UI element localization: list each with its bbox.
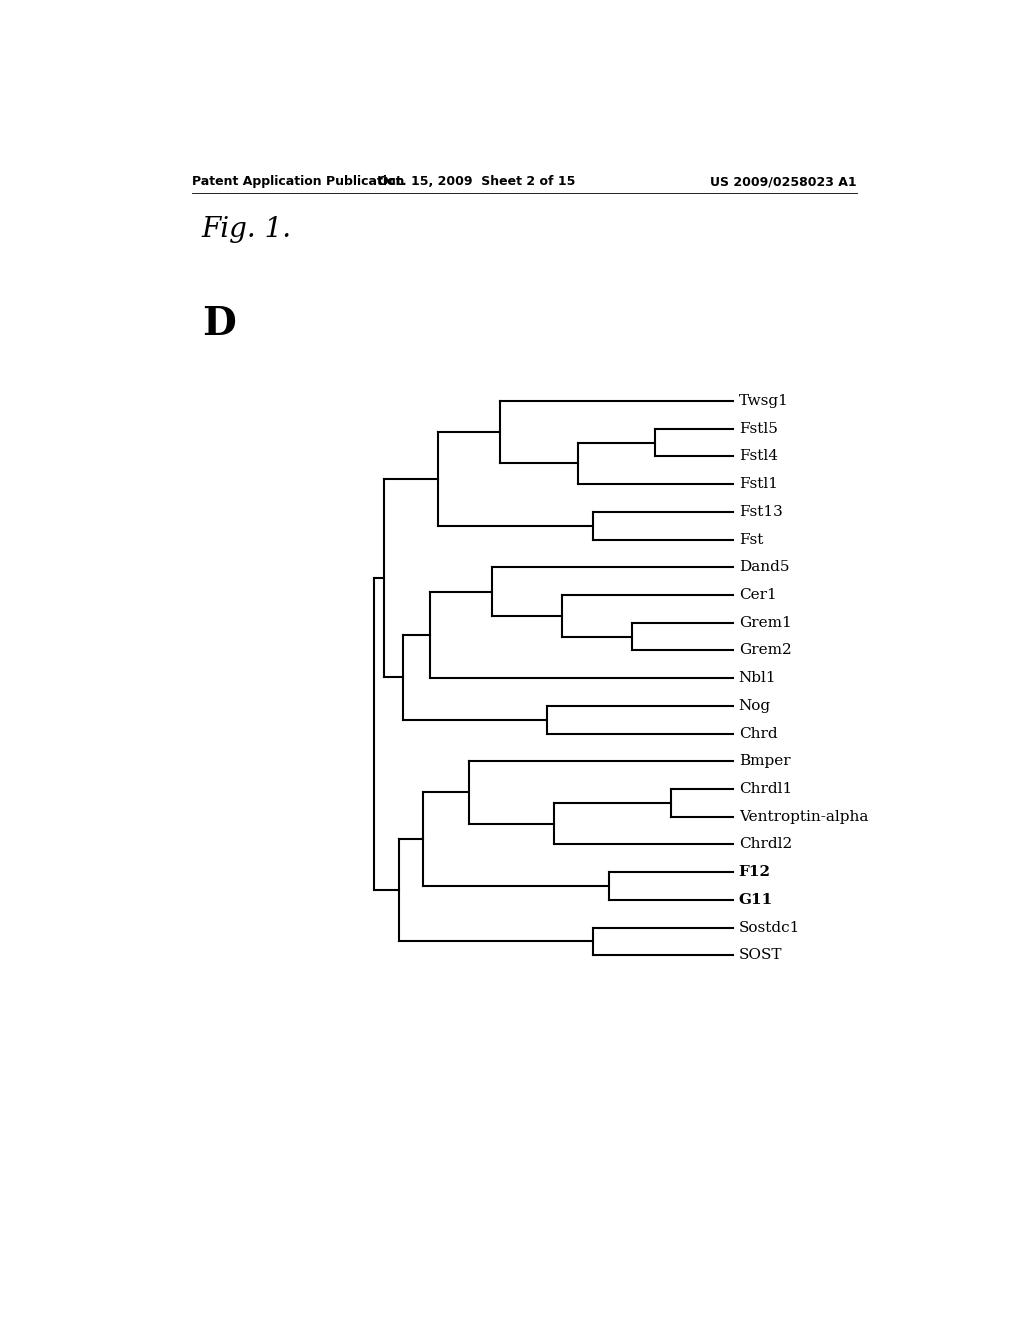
Text: Oct. 15, 2009  Sheet 2 of 15: Oct. 15, 2009 Sheet 2 of 15 [378,176,575,189]
Text: US 2009/0258023 A1: US 2009/0258023 A1 [710,176,856,189]
Text: Fst13: Fst13 [738,504,782,519]
Text: Fst: Fst [738,532,763,546]
Text: Fstl5: Fstl5 [738,421,777,436]
Text: Twsg1: Twsg1 [738,393,788,408]
Text: Chrdl2: Chrdl2 [738,837,792,851]
Text: Bmper: Bmper [738,754,791,768]
Text: Chrd: Chrd [738,726,777,741]
Text: Fig. 1.: Fig. 1. [202,216,292,243]
Text: F12: F12 [738,865,771,879]
Text: Chrdl1: Chrdl1 [738,781,792,796]
Text: Grem2: Grem2 [738,643,792,657]
Text: SOST: SOST [738,948,782,962]
Text: Ventroptin-alpha: Ventroptin-alpha [738,809,868,824]
Text: G11: G11 [738,892,773,907]
Text: Nbl1: Nbl1 [738,671,776,685]
Text: Dand5: Dand5 [738,560,790,574]
Text: Fstl4: Fstl4 [738,449,777,463]
Text: Grem1: Grem1 [738,615,792,630]
Text: Sostdc1: Sostdc1 [738,920,800,935]
Text: Fstl1: Fstl1 [738,477,777,491]
Text: Nog: Nog [738,698,771,713]
Text: Cer1: Cer1 [738,587,776,602]
Text: D: D [202,305,236,343]
Text: Patent Application Publication: Patent Application Publication [191,176,403,189]
